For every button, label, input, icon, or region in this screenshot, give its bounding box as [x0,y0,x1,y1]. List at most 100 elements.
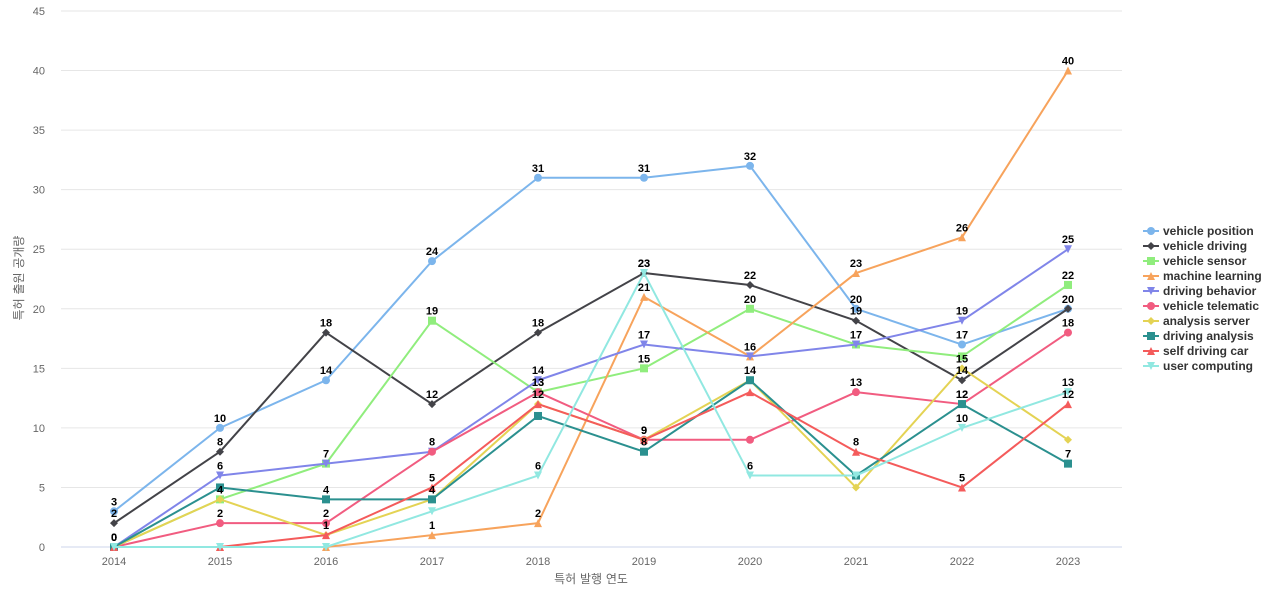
legend-item[interactable]: vehicle sensor [1143,254,1247,268]
data-point[interactable] [852,447,860,456]
data-point[interactable] [958,316,966,325]
data-point[interactable] [1064,280,1072,289]
data-point[interactable] [216,543,224,551]
legend-item[interactable]: self driving car [1143,344,1249,358]
data-point[interactable] [746,352,754,361]
data-point[interactable] [534,400,542,409]
data-point[interactable] [746,376,754,385]
data-point[interactable] [1064,304,1072,313]
data-point[interactable] [640,173,648,182]
data-label: 31 [532,163,544,175]
data-point[interactable] [958,423,966,432]
data-point[interactable] [746,280,754,289]
series-line [113,164,1069,513]
data-label: 8 [853,437,859,449]
data-point[interactable] [216,483,224,492]
legend-item[interactable]: vehicle driving [1143,239,1247,253]
data-point[interactable] [958,352,966,361]
x-axis-title: 특허 발행 연도 [554,571,628,586]
data-point[interactable] [746,304,754,313]
data-point[interactable] [428,507,436,516]
series-vehicle-position[interactable] [110,161,1072,516]
data-point[interactable] [1064,459,1072,468]
legend-item[interactable]: machine learning [1143,269,1262,283]
series-self-driving-car[interactable] [110,388,1072,551]
data-label: 4 [323,484,330,496]
data-point[interactable] [958,483,966,492]
data-point[interactable] [1064,66,1072,75]
legend-item[interactable]: vehicle position [1143,224,1254,238]
series-driving-analysis[interactable] [110,376,1072,551]
data-point[interactable] [428,531,436,540]
legend-item[interactable]: driving behavior [1143,284,1257,298]
legend-item[interactable]: user computing [1143,359,1253,373]
data-point[interactable] [534,376,542,385]
data-point[interactable] [640,435,648,444]
data-point[interactable] [1064,245,1072,254]
data-point[interactable] [746,388,754,397]
data-point[interactable] [640,364,648,373]
data-point[interactable] [534,519,542,528]
data-point[interactable] [216,471,224,480]
data-point[interactable] [322,543,330,551]
data-point[interactable] [640,292,648,301]
data-point[interactable] [852,269,860,278]
data-point[interactable] [216,447,224,456]
data-point[interactable] [322,328,330,337]
series-user-computing[interactable] [110,269,1072,551]
data-point[interactable] [958,340,966,349]
legend-item[interactable]: driving analysis [1143,329,1254,343]
legend-label: driving analysis [1163,329,1254,343]
data-point[interactable] [852,388,860,397]
data-point[interactable] [1064,400,1072,409]
data-point[interactable] [322,495,330,504]
data-point[interactable] [534,471,542,480]
data-point[interactable] [640,269,648,278]
data-point[interactable] [746,435,754,444]
data-point[interactable] [1064,435,1072,444]
data-point[interactable] [746,471,754,480]
data-point[interactable] [958,376,966,385]
data-label: 26 [956,222,968,234]
data-point[interactable] [852,483,860,492]
data-point[interactable] [534,328,542,337]
data-point[interactable] [216,519,224,528]
data-point[interactable] [534,173,542,182]
data-point[interactable] [428,257,436,266]
data-point[interactable] [958,233,966,242]
data-point[interactable] [322,519,330,528]
legend-item[interactable]: analysis server [1143,314,1250,328]
data-point[interactable] [322,459,330,468]
data-point[interactable] [852,304,860,313]
data-point[interactable] [852,316,860,325]
data-label: 2 [111,508,117,520]
data-point[interactable] [428,495,436,504]
data-label: 7 [1065,449,1071,461]
data-point[interactable] [746,161,754,170]
data-point[interactable] [1064,328,1072,337]
data-point[interactable] [216,495,224,504]
data-point[interactable] [534,411,542,420]
data-point[interactable] [1064,388,1072,397]
data-point[interactable] [110,507,118,516]
data-point[interactable] [428,316,436,325]
data-point[interactable] [216,423,224,432]
data-point[interactable] [958,400,966,409]
data-point[interactable] [428,447,436,456]
data-point[interactable] [852,471,860,480]
series-line [113,367,1069,548]
data-point[interactable] [428,483,436,492]
data-point[interactable] [534,388,542,397]
data-point[interactable] [322,531,330,540]
series-driving-behavior[interactable] [110,245,1072,551]
data-point[interactable] [322,376,330,385]
data-point[interactable] [428,400,436,409]
legend-item[interactable]: vehicle telematic [1143,299,1259,313]
data-point[interactable] [640,447,648,456]
data-point[interactable] [110,543,118,551]
data-point[interactable] [958,364,966,373]
data-point[interactable] [110,519,118,528]
data-point[interactable] [852,340,860,349]
data-point[interactable] [640,340,648,349]
